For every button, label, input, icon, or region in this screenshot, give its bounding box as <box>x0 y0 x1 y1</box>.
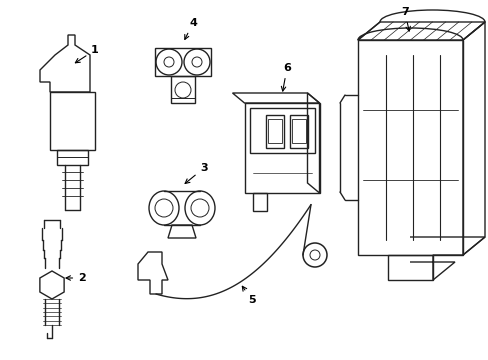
Text: 7: 7 <box>400 7 409 31</box>
Text: 5: 5 <box>242 286 255 305</box>
Text: 4: 4 <box>184 18 197 39</box>
Text: 1: 1 <box>75 45 99 63</box>
Text: 2: 2 <box>66 273 86 283</box>
Text: 3: 3 <box>185 163 207 184</box>
Text: 6: 6 <box>281 63 290 91</box>
